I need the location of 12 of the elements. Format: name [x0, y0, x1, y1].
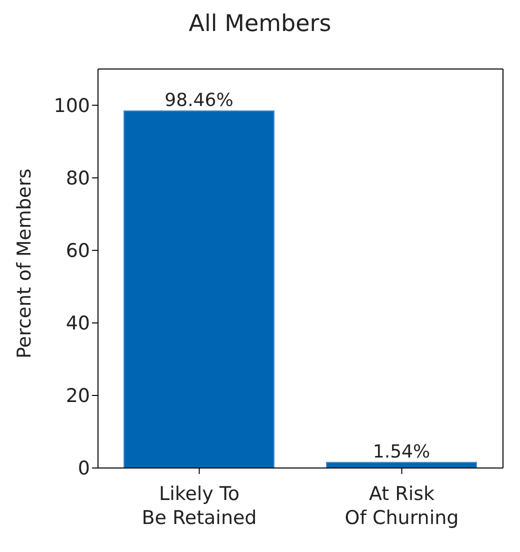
y-tick-label: 20: [66, 385, 90, 408]
y-tick-label: 100: [54, 95, 90, 118]
y-tick-label: 40: [66, 312, 90, 335]
x-tick-label: At Risk Of Churning: [344, 483, 459, 529]
data-label: 98.46%: [164, 90, 234, 111]
data-label: 1.54%: [372, 441, 430, 462]
y-axis-title: Percent of Members: [14, 168, 36, 358]
x-tick-label: Likely To Be Retained: [142, 483, 257, 529]
chart-title: All Members: [188, 10, 332, 39]
y-tick-label: 60: [66, 240, 90, 262]
y-tick-label: 80: [66, 168, 90, 190]
y-tick-label: 0: [78, 458, 90, 480]
